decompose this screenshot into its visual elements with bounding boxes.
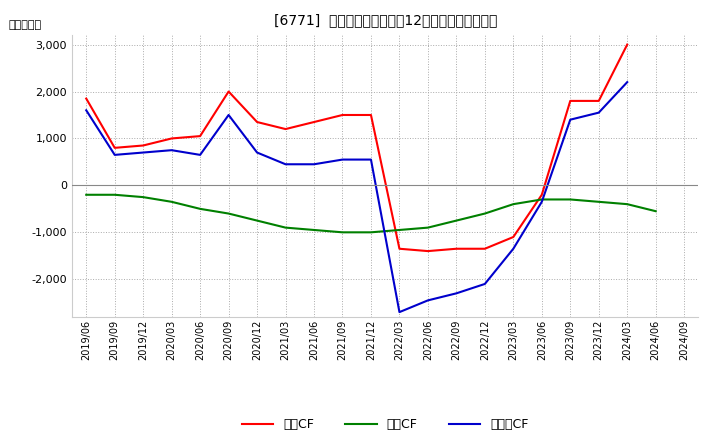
フリーCF [196, 152, 204, 158]
営業CF [480, 246, 489, 251]
営業CF [338, 112, 347, 117]
営業CF [623, 42, 631, 47]
営業CF [537, 192, 546, 198]
投資CF [452, 218, 461, 223]
フリーCF [282, 161, 290, 167]
投資CF [82, 192, 91, 198]
投資CF [310, 227, 318, 233]
Legend: 営業CF, 投資CF, フリーCF: 営業CF, 投資CF, フリーCF [237, 413, 534, 436]
営業CF [310, 119, 318, 125]
投資CF [423, 225, 432, 230]
営業CF [566, 98, 575, 103]
営業CF [282, 126, 290, 132]
フリーCF [480, 281, 489, 286]
営業CF [82, 96, 91, 101]
フリーCF [338, 157, 347, 162]
フリーCF [110, 152, 119, 158]
フリーCF [82, 108, 91, 113]
投資CF [566, 197, 575, 202]
フリーCF [253, 150, 261, 155]
投資CF [167, 199, 176, 205]
投資CF [366, 230, 375, 235]
営業CF [366, 112, 375, 117]
投資CF [110, 192, 119, 198]
営業CF [225, 89, 233, 94]
営業CF [509, 235, 518, 240]
投資CF [253, 218, 261, 223]
投資CF [282, 225, 290, 230]
Line: 投資CF: 投資CF [86, 195, 656, 232]
営業CF [423, 249, 432, 254]
投資CF [225, 211, 233, 216]
フリーCF [423, 298, 432, 303]
営業CF [595, 98, 603, 103]
投資CF [480, 211, 489, 216]
Line: 営業CF: 営業CF [86, 44, 627, 251]
営業CF [253, 119, 261, 125]
営業CF [452, 246, 461, 251]
投資CF [509, 202, 518, 207]
投資CF [139, 194, 148, 200]
Text: （百万円）: （百万円） [9, 19, 42, 29]
フリーCF [310, 161, 318, 167]
フリーCF [537, 199, 546, 205]
営業CF [110, 145, 119, 150]
Line: フリーCF: フリーCF [86, 82, 627, 312]
営業CF [395, 246, 404, 251]
投資CF [537, 197, 546, 202]
投資CF [595, 199, 603, 205]
フリーCF [139, 150, 148, 155]
フリーCF [566, 117, 575, 122]
フリーCF [225, 112, 233, 117]
フリーCF [509, 246, 518, 251]
投資CF [196, 206, 204, 212]
投資CF [652, 209, 660, 214]
Title: [6771]  キャッシュフローの12か月移動合計の推移: [6771] キャッシュフローの12か月移動合計の推移 [274, 13, 497, 27]
投資CF [395, 227, 404, 233]
フリーCF [167, 147, 176, 153]
営業CF [139, 143, 148, 148]
投資CF [623, 202, 631, 207]
フリーCF [595, 110, 603, 115]
フリーCF [366, 157, 375, 162]
フリーCF [623, 80, 631, 85]
営業CF [167, 136, 176, 141]
フリーCF [395, 309, 404, 315]
投資CF [338, 230, 347, 235]
フリーCF [452, 291, 461, 296]
営業CF [196, 133, 204, 139]
